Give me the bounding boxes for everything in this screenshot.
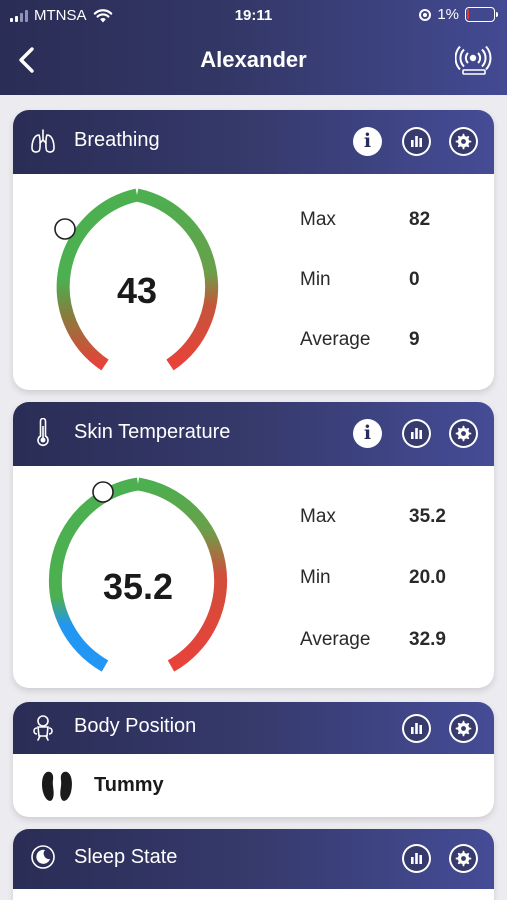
breathing-card: Breathing i <box>13 110 494 390</box>
gear-icon <box>455 133 472 150</box>
skin-temperature-gauge-marker <box>92 481 114 503</box>
baby-icon <box>33 715 53 741</box>
skin-temperature-title: Skin Temperature <box>74 421 231 443</box>
gear-icon <box>455 425 472 442</box>
skin-temperature-min-label: Min <box>300 567 331 588</box>
moon-icon <box>31 845 55 869</box>
breathing-min-label: Min <box>300 269 331 290</box>
lungs-icon <box>31 129 55 153</box>
skin-temperature-chart-button[interactable] <box>402 419 431 448</box>
breathing-avg-label: Average <box>300 329 371 350</box>
skin-temperature-card: Skin Temperature i <box>13 402 494 688</box>
skin-temperature-min-value: 20.0 <box>409 567 446 588</box>
skin-temperature-gauge <box>48 477 228 672</box>
body-position-card: Body Position Tummy <box>13 702 494 817</box>
orientation-lock-icon <box>419 8 432 21</box>
feet-icon <box>42 771 72 801</box>
breathing-gauge <box>54 188 219 371</box>
body-position-settings-button[interactable] <box>449 714 478 743</box>
body-position-card-header: Body Position <box>13 702 494 754</box>
breathing-settings-button[interactable] <box>449 127 478 156</box>
skin-temperature-arc-right <box>136 477 228 672</box>
skin-temperature-avg-label: Average <box>300 629 371 650</box>
skin-temperature-settings-button[interactable] <box>449 419 478 448</box>
bar-chart-icon <box>411 136 422 147</box>
breathing-min-value: 0 <box>409 269 420 290</box>
gear-icon <box>455 850 472 867</box>
breathing-card-header: Breathing i <box>13 110 494 174</box>
carrier-label: MTNSA <box>34 7 87 24</box>
breathing-arc-left <box>56 188 139 371</box>
breathing-gauge-marker <box>54 218 76 240</box>
breathing-title: Breathing <box>74 129 160 151</box>
wifi-icon <box>93 8 112 22</box>
signal-icon <box>10 9 28 22</box>
bar-chart-icon <box>411 853 422 864</box>
nav-bar: Alexander <box>0 38 507 84</box>
sleep-state-card: Sleep State <box>13 829 494 900</box>
status-bar: MTNSA 19:11 1% <box>0 0 507 32</box>
status-time: 19:11 <box>234 7 273 24</box>
sleep-state-chart-button[interactable] <box>402 844 431 873</box>
body-position-value: Tummy <box>94 774 164 796</box>
skin-temperature-max-label: Max <box>300 506 336 527</box>
skin-temperature-card-header: Skin Temperature i <box>13 402 494 466</box>
sleep-state-card-header: Sleep State <box>13 829 494 889</box>
monitor-signal-icon[interactable] <box>455 44 493 76</box>
sleep-state-title: Sleep State <box>74 846 178 868</box>
breathing-value: 43 <box>116 270 158 311</box>
sleep-state-settings-button[interactable] <box>449 844 478 873</box>
skin-temperature-info-button[interactable]: i <box>353 419 382 448</box>
breathing-chart-button[interactable] <box>402 127 431 156</box>
breathing-stats: Max 82 Min 0 Average 9 <box>300 209 490 369</box>
battery-icon <box>465 7 498 22</box>
body-position-title: Body Position <box>74 715 197 737</box>
skin-temperature-value: 35.2 <box>102 566 174 607</box>
page-title: Alexander <box>200 47 307 72</box>
breathing-arc-right <box>135 188 219 371</box>
thermometer-icon <box>37 418 49 447</box>
skin-temperature-stats: Max 35.2 Min 20.0 Average 32.9 <box>300 506 490 666</box>
bar-chart-icon <box>411 723 422 734</box>
top-bar: MTNSA 19:11 1% Alexander <box>0 0 507 95</box>
body-position-chart-button[interactable] <box>402 714 431 743</box>
chevron-left-icon[interactable] <box>12 44 44 76</box>
battery-percent: 1% <box>437 6 459 23</box>
gear-icon <box>455 720 472 737</box>
breathing-max-label: Max <box>300 209 336 230</box>
bar-chart-icon <box>411 428 422 439</box>
breathing-max-value: 82 <box>409 209 431 230</box>
skin-temperature-max-value: 35.2 <box>409 506 446 527</box>
breathing-info-button[interactable]: i <box>353 127 382 156</box>
breathing-avg-value: 9 <box>409 329 420 350</box>
skin-temperature-avg-value: 32.9 <box>409 629 446 650</box>
